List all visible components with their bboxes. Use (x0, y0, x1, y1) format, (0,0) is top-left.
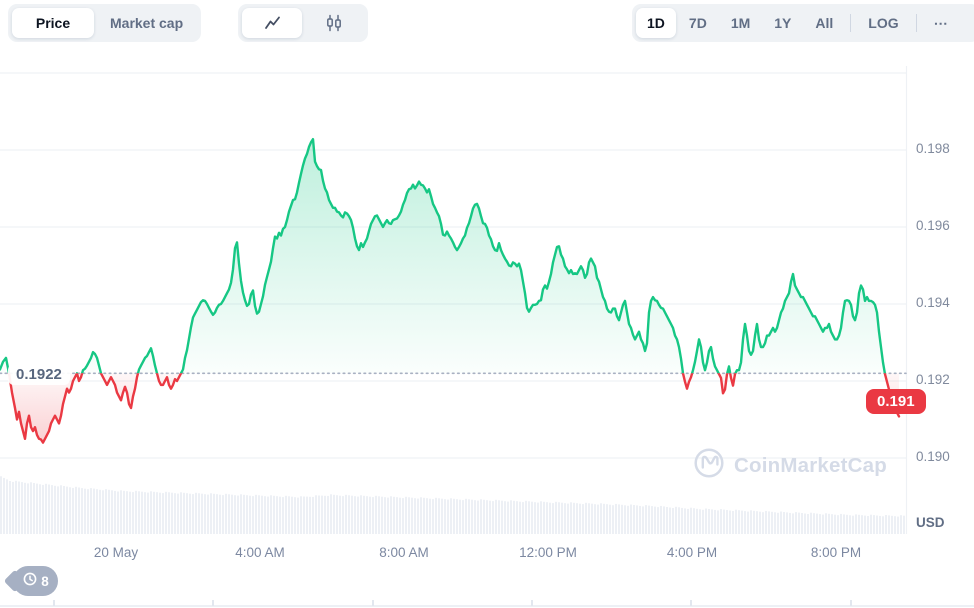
y-axis-label: 0.192 (916, 372, 950, 387)
candlestick-icon (325, 14, 343, 32)
y-axis-label: 0.194 (916, 295, 950, 310)
x-axis-label: 12:00 PM (519, 545, 577, 560)
line-chart-icon (263, 15, 282, 31)
range-7d-button[interactable]: 7D (678, 8, 718, 38)
ruler-tick (53, 600, 55, 606)
ruler-tick (212, 600, 214, 606)
more-options-button[interactable]: ⋯ (923, 8, 960, 38)
range-1d-button[interactable]: 1D (636, 8, 676, 38)
history-annotations-badge[interactable]: 8 (3, 566, 58, 596)
ruler-tick (690, 600, 692, 606)
y-axis-label: 0.198 (916, 141, 950, 156)
current-price-badge: 0.191 (866, 389, 926, 414)
clock-history-icon (22, 571, 38, 592)
price-marketcap-toggle: Price Market cap (8, 4, 202, 42)
chart-type-toggle (238, 4, 368, 42)
range-all-button[interactable]: All (804, 8, 844, 38)
range-toggle: 1D 7D 1M 1Y All LOG ⋯ (632, 4, 974, 42)
y-axis-unit-label: USD (916, 515, 945, 530)
baseline-price-label: 0.1922 (8, 364, 70, 385)
x-axis-label: 4:00 AM (235, 545, 285, 560)
bottom-divider (0, 605, 974, 607)
candlestick-icon-button[interactable] (304, 8, 364, 38)
tab-market-cap[interactable]: Market cap (96, 8, 197, 38)
tab-price[interactable]: Price (12, 8, 94, 38)
range-1y-button[interactable]: 1Y (763, 8, 802, 38)
toolbar-divider (915, 14, 917, 32)
x-axis-label: 4:00 PM (666, 545, 718, 560)
y-axis-label: 0.190 (916, 449, 950, 464)
ruler-tick (531, 600, 533, 606)
line-chart-icon-button[interactable] (242, 8, 302, 38)
x-axis-label: 20 May (93, 545, 139, 560)
x-axis-label: 8:00 PM (810, 545, 862, 560)
range-1m-button[interactable]: 1M (720, 8, 761, 38)
history-badge-count: 8 (41, 573, 49, 589)
x-axis-label: 8:00 AM (379, 545, 429, 560)
y-axis-label: 0.196 (916, 218, 950, 233)
price-line-chart[interactable] (0, 60, 974, 540)
log-scale-button[interactable]: LOG (857, 8, 909, 38)
ruler-tick (850, 600, 852, 606)
toolbar-divider (850, 14, 852, 32)
ruler-tick (372, 600, 374, 606)
